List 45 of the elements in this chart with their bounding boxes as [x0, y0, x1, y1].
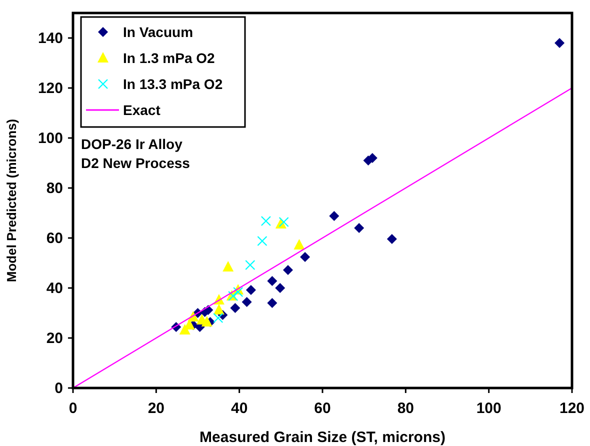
point: [260, 216, 272, 226]
point: [242, 297, 252, 307]
x-tick-label: 0: [68, 400, 78, 417]
y-tick-label: 40: [46, 280, 63, 297]
x-tick-label: 80: [397, 400, 414, 417]
y-tick-label: 0: [54, 380, 63, 397]
point: [267, 276, 278, 286]
x-axis-title: Measured Grain Size (ST, microns): [200, 429, 446, 446]
legend-label: Exact: [123, 102, 161, 118]
point: [329, 211, 340, 221]
point: [246, 285, 256, 295]
y-tick-label: 100: [38, 130, 63, 147]
point: [554, 38, 565, 48]
y-tick-label: 20: [46, 330, 63, 347]
point: [267, 298, 278, 308]
point: [245, 260, 256, 270]
annotation: D2 New Process: [81, 155, 190, 171]
point: [294, 239, 305, 250]
legend-label: In 1.3 mPa O2: [123, 50, 216, 66]
y-axis-title: Model Predicted (microns): [4, 118, 19, 282]
point: [232, 286, 244, 298]
y-tick-label: 140: [38, 30, 63, 47]
point: [222, 261, 234, 272]
point: [213, 304, 224, 314]
point: [278, 216, 289, 228]
x-tick-label: 20: [148, 400, 165, 417]
x-tick-label: 40: [230, 400, 248, 417]
legend-label: In 13.3 mPa O2: [123, 76, 223, 92]
x-tick-label: 120: [559, 400, 585, 417]
x-tick-label: 100: [476, 400, 502, 417]
point: [275, 283, 286, 293]
point: [230, 303, 240, 313]
x-tick-label: 60: [314, 400, 331, 417]
y-tick-label: 60: [46, 230, 63, 247]
annotation: DOP-26 Ir Alloy: [81, 136, 183, 152]
point: [354, 223, 364, 233]
y-tick-label: 80: [46, 180, 63, 197]
legend-label: In Vacuum: [123, 24, 194, 40]
point: [179, 324, 190, 334]
point: [257, 236, 268, 246]
point: [386, 234, 397, 244]
point: [300, 252, 310, 262]
point: [213, 312, 224, 324]
y-tick-label: 120: [38, 80, 63, 97]
point: [282, 265, 293, 275]
